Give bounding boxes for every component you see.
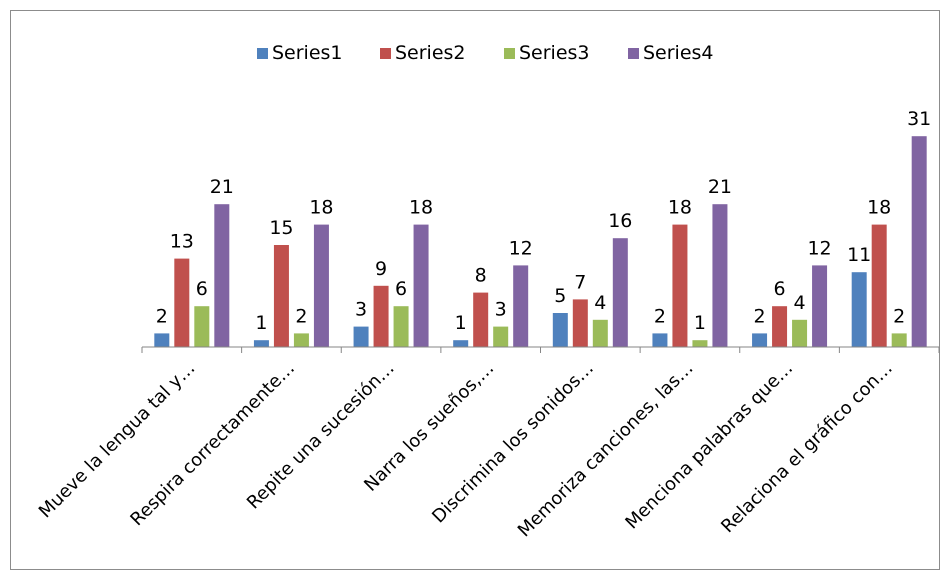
data-label-series3-3: 6 bbox=[395, 278, 407, 300]
chart-area: Series1 Series2 Series3 Series4 2 13 6 21 1 15 2 1… bbox=[10, 10, 940, 570]
data-label-series3-5: 4 bbox=[594, 292, 606, 314]
bar-series4-2 bbox=[313, 224, 329, 347]
legend-swatch-series4 bbox=[628, 48, 639, 59]
bar-series1-5 bbox=[552, 313, 568, 347]
bar-series1-6 bbox=[652, 333, 668, 347]
data-label-series2-2: 15 bbox=[269, 217, 293, 239]
data-label-series4-5: 16 bbox=[608, 210, 632, 232]
bar-series3-2 bbox=[293, 333, 309, 347]
category-label-2: Respira correctamente… bbox=[126, 358, 298, 530]
bar-series2-7 bbox=[772, 306, 788, 347]
bar-series3-6 bbox=[692, 340, 708, 347]
data-label-series3-8: 2 bbox=[893, 305, 905, 327]
bar-series3-5 bbox=[592, 319, 608, 347]
bar-series4-5 bbox=[612, 238, 628, 347]
bar-series3-4 bbox=[493, 326, 509, 347]
bar-series4-1 bbox=[214, 204, 230, 347]
data-label-series1-2: 1 bbox=[255, 312, 267, 334]
bar-series4-3 bbox=[413, 224, 429, 347]
category-label-1: Mueve la lengua tal y… bbox=[35, 358, 200, 523]
legend-swatch-series1 bbox=[257, 48, 268, 59]
bar-series4-7 bbox=[812, 265, 828, 347]
data-label-series2-8: 18 bbox=[867, 197, 891, 219]
category-labels-group: Mueve la lengua tal y…Respira correctame… bbox=[35, 358, 897, 542]
bar-series1-8 bbox=[851, 272, 867, 347]
bar-series2-5 bbox=[572, 299, 588, 347]
data-label-series4-3: 18 bbox=[409, 197, 433, 219]
category-label-5: Discrimina los sonidos… bbox=[428, 358, 598, 528]
data-label-series3-2: 2 bbox=[295, 305, 307, 327]
bar-series1-4 bbox=[453, 340, 469, 347]
bar-series2-2 bbox=[273, 245, 289, 347]
data-label-series2-7: 6 bbox=[774, 278, 786, 300]
data-label-series2-5: 7 bbox=[574, 271, 586, 293]
data-label-series2-4: 8 bbox=[475, 265, 487, 287]
data-label-series1-1: 2 bbox=[156, 305, 168, 327]
category-label-7: Menciona palabras que… bbox=[621, 358, 797, 534]
bar-chart: Series1 Series2 Series3 Series4 21362111521… bbox=[35, 42, 940, 542]
data-label-series2-6: 18 bbox=[668, 197, 692, 219]
category-label-8: Relaciona el gráfico con… bbox=[717, 358, 896, 537]
data-label-series1-5: 5 bbox=[554, 285, 566, 307]
data-label-series1-4: 1 bbox=[455, 312, 467, 334]
bar-series1-2 bbox=[253, 340, 269, 347]
data-label-series1-7: 2 bbox=[754, 305, 766, 327]
bar-series1-1 bbox=[154, 333, 170, 347]
data-label-series3-1: 6 bbox=[196, 278, 208, 300]
data-label-series4-1: 21 bbox=[210, 176, 234, 198]
bar-series3-7 bbox=[792, 319, 808, 347]
bar-series2-8 bbox=[871, 224, 887, 347]
data-label-series1-6: 2 bbox=[654, 305, 666, 327]
bar-series2-3 bbox=[373, 285, 389, 347]
data-label-series4-8: 31 bbox=[907, 108, 931, 130]
bar-series1-3 bbox=[353, 326, 369, 347]
data-label-series1-3: 3 bbox=[355, 299, 367, 321]
data-label-series3-4: 3 bbox=[495, 299, 507, 321]
bar-series1-7 bbox=[752, 333, 768, 347]
data-label-series4-6: 21 bbox=[708, 176, 732, 198]
legend-label-series3: Series3 bbox=[519, 42, 590, 64]
data-label-series3-7: 4 bbox=[794, 292, 806, 314]
data-label-series2-3: 9 bbox=[375, 258, 387, 280]
bar-series3-1 bbox=[194, 306, 210, 347]
legend-label-series1: Series1 bbox=[272, 42, 343, 64]
legend-label-series2: Series2 bbox=[395, 42, 466, 64]
data-label-series4-2: 18 bbox=[309, 197, 333, 219]
data-label-series4-4: 12 bbox=[509, 237, 533, 259]
category-label-6: Memoriza canciones, las… bbox=[514, 358, 698, 542]
bar-series4-6 bbox=[712, 204, 728, 347]
legend-swatch-series2 bbox=[380, 48, 391, 59]
data-label-series3-6: 1 bbox=[694, 312, 706, 334]
data-label-series1-8: 11 bbox=[847, 244, 871, 266]
bar-series2-4 bbox=[473, 292, 489, 347]
legend-label-series4: Series4 bbox=[643, 42, 714, 64]
bar-series2-1 bbox=[174, 258, 190, 347]
bar-series4-4 bbox=[513, 265, 529, 347]
bar-series3-8 bbox=[891, 333, 907, 347]
data-label-series2-1: 13 bbox=[170, 231, 194, 253]
bar-series4-8 bbox=[911, 136, 927, 347]
data-label-series4-7: 12 bbox=[807, 237, 831, 259]
legend-swatch-series3 bbox=[504, 48, 515, 59]
bar-series2-6 bbox=[672, 224, 688, 347]
bars-group bbox=[154, 136, 927, 347]
x-axis-ticks bbox=[141, 347, 940, 353]
bar-series3-3 bbox=[393, 306, 409, 347]
legend: Series1 Series2 Series3 Series4 bbox=[257, 42, 714, 64]
